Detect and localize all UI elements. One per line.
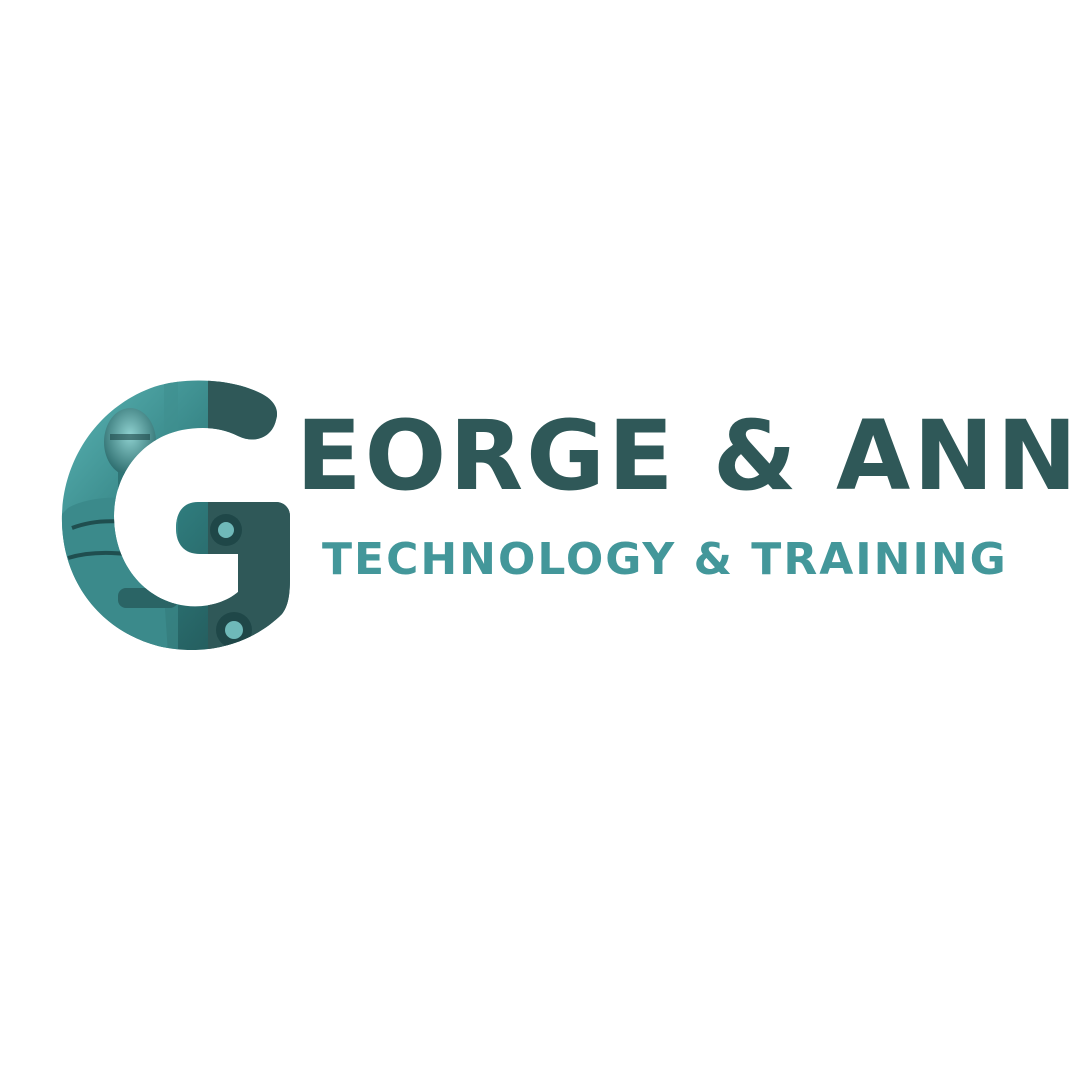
letter-g-robot-photo-icon bbox=[58, 378, 294, 654]
company-tagline: TECHNOLOGY & TRAINING bbox=[322, 534, 1008, 585]
company-name: EORGE & ANN bbox=[296, 400, 1080, 512]
